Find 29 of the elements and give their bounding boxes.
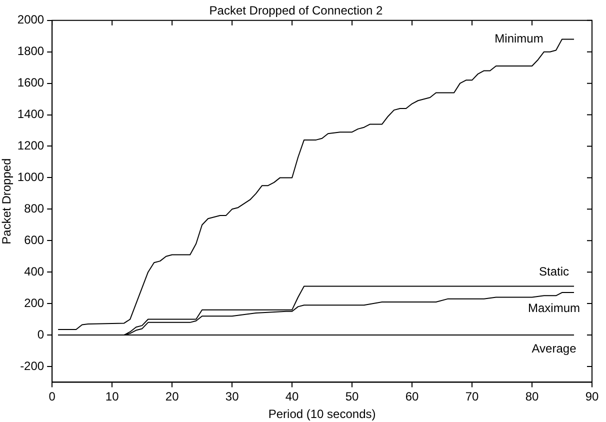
y-tick-label: 1600 [17,76,44,90]
x-tick-label: 10 [105,390,120,404]
x-tick-label: 90 [585,390,599,404]
y-tick-label: 1200 [17,138,44,153]
y-axis-title: Packet Dropped [0,158,14,244]
x-tick-label: 40 [285,390,300,404]
y-tick-label: 1400 [17,107,44,122]
x-tick-label: 50 [345,390,360,404]
y-tick-label: 400 [24,264,44,278]
chart-title: Packet Dropped of Connection 2 [209,4,384,18]
x-tick-label: 80 [525,390,540,404]
legend-label: Static [538,264,570,279]
y-tick-label: 600 [24,232,44,247]
x-tick-label: 30 [225,390,240,404]
y-tick-label: -200 [20,358,44,373]
y-tick-label: 1800 [17,44,44,58]
series-label: Minimum [494,32,544,46]
x-tick-label: 0 [48,390,56,404]
x-tick-label: 20 [165,390,180,404]
y-tick-label: 1000 [17,170,44,184]
y-tick-label: 2000 [17,12,44,27]
x-tick-label: 70 [465,390,480,404]
y-tick-label: 200 [24,296,44,310]
x-axis-title: Period (10 seconds) [268,407,376,422]
y-tick-label: 800 [24,201,44,216]
x-tick-label: 60 [405,390,420,404]
legend-label: Maximum [528,300,580,315]
y-tick-label: 0 [37,327,44,342]
series-label: Average [532,341,577,356]
